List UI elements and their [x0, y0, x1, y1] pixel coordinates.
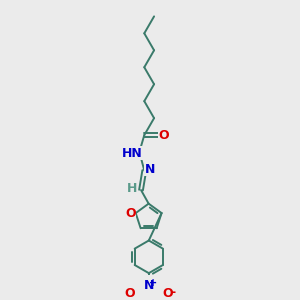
- Text: H: H: [127, 182, 137, 195]
- Text: -: -: [171, 286, 176, 299]
- Text: N: N: [145, 163, 155, 176]
- Text: O: O: [163, 287, 173, 300]
- Text: HN: HN: [122, 147, 142, 160]
- Text: N: N: [144, 279, 154, 292]
- Text: O: O: [125, 207, 136, 220]
- Text: O: O: [124, 287, 135, 300]
- Text: +: +: [149, 278, 158, 288]
- Text: O: O: [159, 129, 170, 142]
